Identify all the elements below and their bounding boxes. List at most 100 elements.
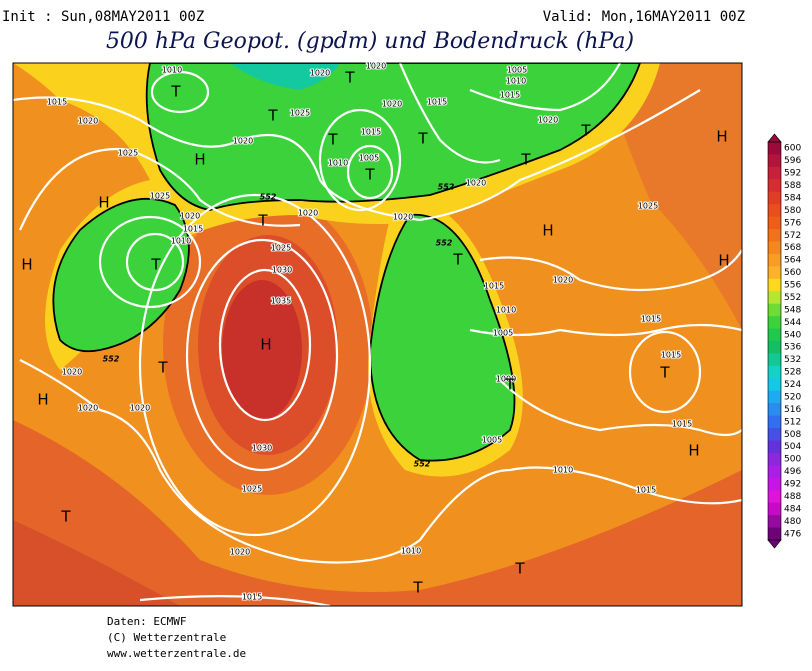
colorbar-label: 568 bbox=[784, 243, 801, 253]
colorbar-label: 564 bbox=[784, 256, 801, 266]
footer-line: (C) Wetterzentrale bbox=[107, 631, 226, 644]
map-frame bbox=[12, 62, 743, 607]
colorbar-swatch bbox=[768, 241, 781, 255]
colorbar-label: 588 bbox=[784, 181, 801, 191]
colorbar-label: 480 bbox=[784, 517, 801, 527]
colorbar-cap bbox=[767, 539, 782, 549]
colorbar-swatch bbox=[768, 515, 781, 529]
field-warm bbox=[222, 280, 302, 420]
pressure-center: T bbox=[659, 364, 670, 382]
pressure-center: H bbox=[716, 128, 727, 146]
contour-label: 552 bbox=[103, 355, 120, 364]
colorbar-swatch bbox=[768, 341, 781, 354]
colorbar-label: 592 bbox=[784, 169, 801, 179]
isobar-label: 1020 bbox=[298, 209, 318, 218]
colorbar-swatch bbox=[768, 278, 781, 292]
colorbar-swatch bbox=[768, 378, 781, 392]
isobar-label: 1015 bbox=[47, 98, 67, 107]
isobar-label: 1010 bbox=[171, 237, 191, 246]
pressure-center: T bbox=[344, 69, 355, 87]
pressure-center: H bbox=[194, 151, 205, 169]
pressure-center: H bbox=[688, 442, 699, 460]
pressure-center: T bbox=[504, 376, 515, 394]
colorbar-swatch bbox=[768, 415, 781, 429]
colorbar-swatch bbox=[768, 527, 781, 541]
isobar-label: 1025 bbox=[118, 149, 138, 158]
isobar-label: 1015 bbox=[242, 593, 262, 602]
pressure-center: T bbox=[580, 122, 591, 140]
isobar-label: 1005 bbox=[482, 436, 502, 445]
pressure-center: H bbox=[98, 194, 109, 212]
colorbar-swatch bbox=[768, 142, 781, 155]
isobar-label: 1015 bbox=[672, 420, 692, 429]
isobar-label: 1010 bbox=[401, 547, 421, 556]
map-title: 500 hPa Geopot. (gpdm) und Bodendruck (h… bbox=[106, 29, 634, 54]
init-time: Init : Sun,08MAY2011 00Z bbox=[2, 9, 204, 25]
isobar-label: 1020 bbox=[78, 404, 98, 413]
colorbar-label: 536 bbox=[784, 343, 801, 353]
colorbar-label: 584 bbox=[784, 193, 801, 203]
isobar-label: 1020 bbox=[233, 137, 253, 146]
isobar-label: 1020 bbox=[230, 548, 250, 557]
isobar-label: 1015 bbox=[641, 315, 661, 324]
footer-line: Daten: ECMWF bbox=[107, 615, 186, 628]
colorbar-swatch bbox=[768, 502, 781, 516]
isobar-label: 1035 bbox=[271, 297, 291, 306]
colorbar-label: 532 bbox=[784, 355, 801, 365]
field-warm bbox=[13, 420, 742, 606]
pressure-center: T bbox=[327, 131, 338, 149]
field-green bbox=[370, 214, 515, 461]
isobar-label: 1020 bbox=[78, 117, 98, 126]
colorbar-swatch bbox=[768, 440, 781, 454]
isobar-label: 1020 bbox=[382, 100, 402, 109]
contour-label: 552 bbox=[438, 183, 455, 192]
colorbar-label: 500 bbox=[784, 455, 801, 465]
isobar-label: 1015 bbox=[484, 282, 504, 291]
pressure-center: T bbox=[60, 508, 71, 526]
isobar-label: 1030 bbox=[252, 444, 272, 453]
colorbar-swatch bbox=[768, 428, 781, 441]
colorbar-label: 528 bbox=[784, 368, 801, 378]
isobar-label: 1010 bbox=[162, 66, 182, 75]
pressure-center: H bbox=[542, 222, 553, 240]
isobar-label: 1015 bbox=[500, 91, 520, 100]
isobar-label: 1025 bbox=[271, 244, 291, 253]
isobar-label: 1015 bbox=[427, 98, 447, 107]
valid-time: Valid: Mon,16MAY2011 00Z bbox=[543, 9, 745, 25]
colorbar-label: 484 bbox=[784, 504, 801, 514]
isobar-label: 1020 bbox=[62, 368, 82, 377]
isobar-label: 1020 bbox=[130, 404, 150, 413]
colorbar-swatch bbox=[768, 303, 781, 317]
isobar-label: 1005 bbox=[359, 154, 379, 163]
colorbar-frame bbox=[767, 141, 782, 541]
colorbar: 600 596 592 588 584 580 576 572 568 564 560 556 552 5… bbox=[767, 133, 801, 549]
contour-label: 552 bbox=[260, 193, 277, 202]
colorbar-label: 560 bbox=[784, 268, 801, 278]
colorbar-label: 600 bbox=[784, 144, 801, 154]
isobar-label: 1015 bbox=[361, 128, 381, 137]
colorbar-swatch bbox=[768, 365, 781, 379]
colorbar-label: 556 bbox=[784, 281, 801, 291]
colorbar-label: 516 bbox=[784, 405, 801, 415]
colorbar-label: 492 bbox=[784, 480, 801, 490]
isobar-label: 1030 bbox=[272, 266, 292, 275]
colorbar-swatch bbox=[768, 154, 781, 168]
isobar-label: 1010 bbox=[506, 77, 526, 86]
colorbar-label: 596 bbox=[784, 156, 801, 166]
colorbar-swatch bbox=[768, 328, 781, 342]
colorbar-label: 504 bbox=[784, 442, 801, 452]
isobar-label: 1025 bbox=[290, 109, 310, 118]
colorbar-label: 496 bbox=[784, 467, 801, 477]
colorbar-swatch bbox=[768, 204, 781, 218]
isobar-label: 1020 bbox=[393, 213, 413, 222]
colorbar-swatch bbox=[768, 477, 781, 491]
isobar-label: 1025 bbox=[638, 202, 658, 211]
pressure-center: T bbox=[417, 130, 428, 148]
field-cyan bbox=[230, 63, 340, 90]
isobar-label: 1000 bbox=[496, 375, 516, 384]
isobar-label: 1020 bbox=[553, 276, 573, 285]
colorbar-label: 508 bbox=[784, 430, 801, 440]
isobar-label: 1020 bbox=[538, 116, 558, 125]
field-warm bbox=[13, 520, 180, 606]
